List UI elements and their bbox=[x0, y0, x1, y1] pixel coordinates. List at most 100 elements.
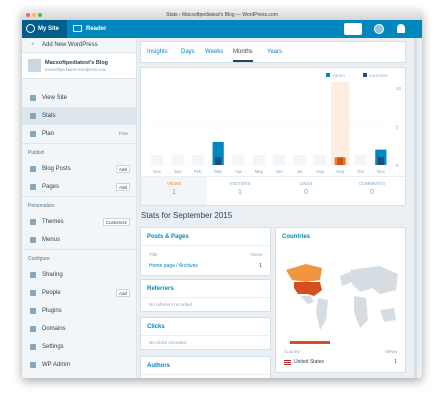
write-button[interactable] bbox=[344, 23, 362, 35]
add-new-site[interactable]: + Add New WordPress bbox=[22, 38, 136, 53]
chart: 0 5 10 VIEWS VISITORS Dec Jan Feb Mar Apr May Jun Ju… bbox=[147, 73, 402, 174]
menu-button[interactable]: Add bbox=[115, 289, 130, 297]
authors-panel: Authors bbox=[141, 357, 270, 378]
menu-item[interactable]: Menus bbox=[22, 231, 136, 249]
menu-button[interactable]: Add bbox=[115, 165, 130, 173]
panel-title[interactable]: Posts & Pages bbox=[141, 228, 270, 246]
x-tick-label: Aug bbox=[316, 169, 325, 174]
menu-button[interactable]: Add bbox=[115, 183, 130, 191]
referrers-panel: Referrers No referrers recorded bbox=[141, 280, 270, 311]
panel-title[interactable]: Referrers bbox=[141, 280, 270, 298]
menu-label: Menus bbox=[42, 237, 61, 243]
menu-button[interactable]: Customize bbox=[102, 218, 130, 226]
menu-icon bbox=[30, 290, 36, 296]
menu-item[interactable]: View Site bbox=[22, 89, 136, 107]
my-site-tab[interactable]: My Site bbox=[22, 20, 67, 38]
menu-icon bbox=[30, 113, 36, 119]
y-tick-label: 0 bbox=[396, 163, 399, 168]
site-icon bbox=[28, 59, 41, 72]
menu-icon bbox=[30, 308, 36, 314]
period-tab[interactable]: Weeks bbox=[205, 49, 224, 55]
x-tick-label: Dec bbox=[153, 169, 162, 174]
menu-item[interactable]: Stats bbox=[22, 107, 136, 125]
menu-label: Settings bbox=[42, 344, 64, 350]
x-tick-label: Jun bbox=[276, 169, 284, 174]
usa-shade bbox=[294, 282, 322, 296]
menu-label: Stats bbox=[42, 113, 56, 119]
sidebar: + Add New WordPress Macsoftpediatest's B… bbox=[22, 38, 137, 378]
window-title: Stats ‹ Macsoftpediatest's Blog — WordPr… bbox=[166, 12, 278, 18]
row-title[interactable]: Home page / Archives bbox=[149, 263, 198, 269]
menu-item[interactable]: Plan Free bbox=[22, 125, 136, 143]
menu-item[interactable]: Sharing bbox=[22, 266, 136, 284]
period-tab[interactable]: Days bbox=[181, 49, 195, 55]
menu-label: People bbox=[42, 290, 61, 296]
scrollbar[interactable] bbox=[414, 38, 417, 378]
legend-label: VISITORS bbox=[369, 73, 388, 78]
summary-value: 0 bbox=[304, 189, 308, 196]
menu-icon bbox=[30, 95, 36, 101]
zoom-button[interactable] bbox=[38, 13, 42, 17]
panel-title[interactable]: Countries bbox=[282, 234, 311, 240]
chart-card: 0 5 10 VIEWS VISITORS Dec Jan Feb Mar Apr May Jun Ju… bbox=[141, 68, 405, 205]
world-map bbox=[286, 264, 398, 330]
bar bbox=[377, 157, 384, 165]
close-button[interactable] bbox=[26, 13, 30, 17]
summary-label: VISITORS bbox=[229, 181, 251, 186]
x-tick-label: Oct bbox=[357, 169, 365, 174]
col-country: Country bbox=[284, 349, 300, 354]
period-tabs: Insights Days Weeks Months Years bbox=[141, 42, 405, 62]
menu-item[interactable]: WP Admin bbox=[22, 356, 136, 374]
x-tick-label: Jan bbox=[174, 169, 182, 174]
menu-label: Domains bbox=[42, 326, 66, 332]
menu-icon bbox=[30, 237, 36, 243]
menu-item[interactable]: Themes Customize bbox=[22, 213, 136, 231]
menu-item[interactable]: Plugins bbox=[22, 302, 136, 320]
empty-note: No referrers recorded bbox=[149, 302, 193, 307]
period-tab[interactable]: Months bbox=[233, 42, 253, 62]
avatar[interactable] bbox=[374, 24, 384, 34]
plus-icon: + bbox=[31, 42, 35, 48]
menu-item[interactable]: Blog Posts Add bbox=[22, 160, 136, 178]
period-tab[interactable]: Years bbox=[267, 49, 283, 55]
summary-tab[interactable]: LIKES 0 bbox=[273, 176, 339, 205]
summary-tab[interactable]: VIEWS 1 bbox=[141, 176, 207, 205]
posts-pages-panel: Posts & Pages Title Views Home page / Ar… bbox=[141, 228, 270, 275]
menu-item[interactable]: People Add bbox=[22, 284, 136, 302]
panel-title[interactable]: Authors bbox=[141, 357, 270, 375]
plan-badge: Free bbox=[118, 131, 128, 136]
summary-tabs: VIEWS 1 VISITORS 1 LIKES 0 COMMENTS 0 bbox=[141, 176, 405, 205]
period-tab[interactable]: Insights bbox=[147, 49, 168, 55]
menu-icon bbox=[30, 362, 36, 368]
minimize-button[interactable] bbox=[32, 13, 36, 17]
menu-item[interactable]: Pages Add bbox=[22, 178, 136, 196]
flag bbox=[284, 360, 291, 365]
summary-tab[interactable]: VISITORS 1 bbox=[207, 176, 273, 205]
menu-item[interactable]: Domains bbox=[22, 320, 136, 338]
summary-value: 0 bbox=[370, 189, 374, 196]
menu-item[interactable]: Settings bbox=[22, 338, 136, 356]
summary-label: VIEWS bbox=[166, 181, 182, 186]
bar bbox=[337, 157, 344, 165]
empty-column bbox=[191, 155, 204, 165]
empty-column bbox=[293, 155, 306, 165]
menu-label: Themes bbox=[42, 219, 64, 225]
empty-column bbox=[354, 155, 367, 165]
clicks-panel: Clicks No clicks recorded bbox=[141, 318, 270, 349]
reader-label[interactable]: Reader bbox=[86, 26, 107, 32]
summary-tab[interactable]: COMMENTS 0 bbox=[339, 176, 405, 205]
x-tick-label: Apr bbox=[235, 169, 243, 174]
summary-value: 1 bbox=[172, 189, 176, 196]
x-tick-label: Feb bbox=[194, 169, 202, 174]
notifications[interactable] bbox=[397, 24, 405, 33]
menu-label: Pages bbox=[42, 184, 60, 190]
add-new-label: Add New WordPress bbox=[42, 42, 98, 48]
section-header: Publish bbox=[22, 143, 136, 160]
site-card[interactable]: Macsoftpediatest's Blog macsoftpediatest… bbox=[22, 53, 136, 79]
menu-icon bbox=[30, 184, 36, 190]
legend-swatch bbox=[363, 73, 367, 77]
my-site-label: My Site bbox=[38, 26, 60, 32]
countries-panel: Countries Country Views United States 1 bbox=[276, 228, 405, 372]
panel-title[interactable]: Clicks bbox=[141, 318, 270, 336]
